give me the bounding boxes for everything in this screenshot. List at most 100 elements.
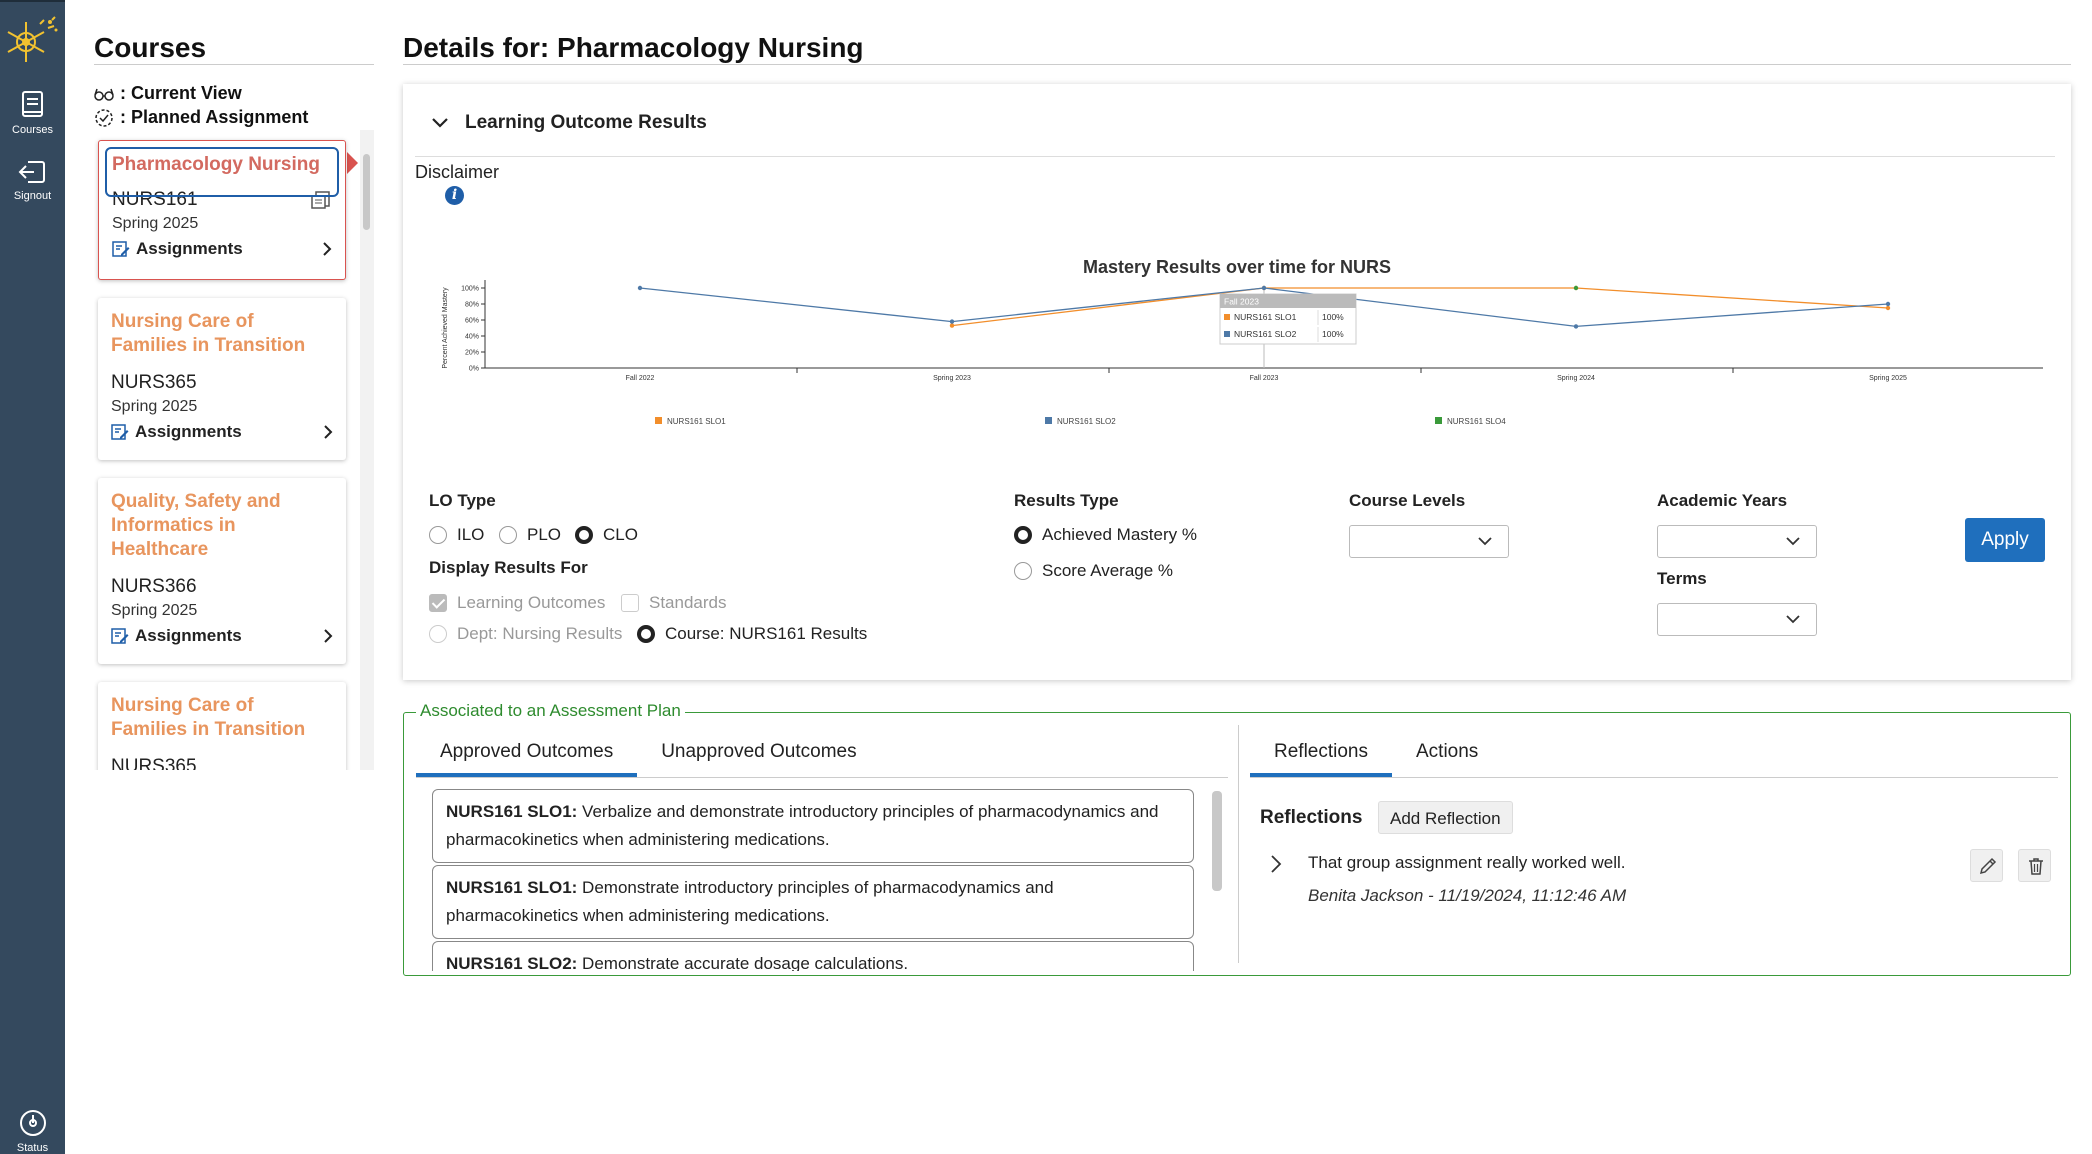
course-results-label: Course: NURS161 Results xyxy=(665,624,868,643)
chevron-right-icon[interactable] xyxy=(1270,853,1282,875)
assignments-link[interactable]: Assignments xyxy=(112,239,332,259)
learning-outcome-results-card: Learning Outcome Results Disclaimer i Ma… xyxy=(403,84,2071,680)
rail-status-button[interactable]: Status xyxy=(0,1108,65,1154)
x-tick-label: Spring 2023 xyxy=(933,375,971,382)
outcome-text: Demonstrate accurate dosage calculations… xyxy=(577,954,909,971)
learning-outcome-results-toggle[interactable]: Learning Outcome Results xyxy=(431,112,707,134)
tab-unapproved-outcomes[interactable]: Unapproved Outcomes xyxy=(661,741,857,762)
edit-reflection-button[interactable] xyxy=(1970,849,2003,882)
assessment-plan-legend: Associated to an Assessment Plan xyxy=(416,701,685,721)
achieved-mastery-option[interactable]: Achieved Mastery % xyxy=(1014,525,1197,545)
outcome-code: NURS161 SLO1: xyxy=(446,878,578,897)
radio-achieved-mastery[interactable] xyxy=(1014,526,1032,544)
achieved-mastery-label: Achieved Mastery % xyxy=(1042,525,1197,544)
radio-course-results[interactable] xyxy=(637,625,655,643)
learning-outcomes-label: Learning Outcomes xyxy=(457,593,606,612)
add-reflection-button[interactable]: Add Reflection xyxy=(1378,801,1513,834)
course-term: Spring 2025 xyxy=(111,602,198,619)
y-tick-label: 80% xyxy=(465,302,479,309)
legend-swatch xyxy=(1435,417,1442,424)
outcome-text: Verbalize and demonstrate introductory p… xyxy=(446,802,1159,849)
course-levels-label: Course Levels xyxy=(1349,491,1466,510)
status-icon xyxy=(19,1110,46,1136)
outcome-item[interactable]: NURS161 SLO1: Verbalize and demonstrate … xyxy=(432,789,1194,863)
radio-ilo[interactable] xyxy=(429,526,447,544)
terms-label: Terms xyxy=(1657,569,1707,588)
legend-current-view: : Current View xyxy=(94,83,242,104)
outcome-text: Demonstrate introductory principles of p… xyxy=(446,878,1054,925)
course-card[interactable]: Pharmacology Nursing NURS161 Spring 2025… xyxy=(98,140,346,280)
radio-clo[interactable] xyxy=(575,526,593,544)
outcome-item[interactable]: NURS161 SLO2: Demonstrate accurate dosag… xyxy=(432,941,1194,971)
radio-dept-results[interactable] xyxy=(429,625,447,643)
course-name[interactable]: Quality, Safety and Informatics in Healt… xyxy=(111,491,281,560)
x-tick-label: Fall 2022 xyxy=(626,375,655,382)
legend-label: NURS161 SLO2 xyxy=(1057,417,1116,426)
course-name[interactable]: Nursing Care of Families in Transition xyxy=(111,311,306,356)
data-point xyxy=(1885,301,1891,307)
course-levels-select[interactable] xyxy=(1349,525,1509,558)
delete-reflection-button[interactable] xyxy=(2018,849,2051,882)
tab-actions[interactable]: Actions xyxy=(1416,741,1479,762)
panel-divider xyxy=(1238,725,1239,963)
x-tick-label: Spring 2025 xyxy=(1869,375,1907,382)
course-list-scroll-thumb[interactable] xyxy=(363,154,370,230)
course-card[interactable]: Nursing Care of Families in Transition N… xyxy=(98,682,346,770)
standards-checkbox[interactable] xyxy=(621,594,639,612)
course-name[interactable]: Pharmacology Nursing xyxy=(112,154,320,175)
data-point xyxy=(1573,324,1579,329)
chevron-down-icon xyxy=(1786,615,1800,624)
courses-divider xyxy=(94,64,374,65)
lo-type-ilo-option[interactable]: ILO xyxy=(429,525,484,545)
tooltip-value: 100% xyxy=(1322,312,1344,322)
radio-plo[interactable] xyxy=(499,526,517,544)
learning-outcomes-option[interactable]: Learning Outcomes xyxy=(429,593,605,613)
tab-reflections[interactable]: Reflections xyxy=(1250,733,1392,777)
outcome-item[interactable]: NURS161 SLO1: Demonstrate introductory p… xyxy=(432,865,1194,939)
course-list-scrollbar[interactable] xyxy=(360,130,374,770)
y-tick-label: 100% xyxy=(461,286,479,293)
score-average-option[interactable]: Score Average % xyxy=(1014,561,1173,581)
rail-signout-button[interactable]: Signout xyxy=(0,158,65,202)
assignments-link[interactable]: Assignments xyxy=(111,422,333,442)
outcomes-list: NURS161 SLO1: Verbalize and demonstrate … xyxy=(416,781,1228,971)
app-logo-icon[interactable] xyxy=(2,12,62,68)
course-results-option[interactable]: Course: NURS161 Results xyxy=(637,624,867,644)
course-code: NURS365 xyxy=(111,372,197,393)
reflections-heading: Reflections xyxy=(1260,807,1363,828)
assignments-label: Assignments xyxy=(135,626,242,645)
course-name[interactable]: Nursing Care of Families in Transition xyxy=(111,695,306,740)
radio-score-average[interactable] xyxy=(1014,562,1032,580)
course-code-row: NURS161 xyxy=(112,189,332,211)
course-card[interactable]: Quality, Safety and Informatics in Healt… xyxy=(98,478,346,664)
book-icon xyxy=(21,91,43,117)
academic-years-select[interactable] xyxy=(1657,525,1817,558)
display-results-label: Display Results For xyxy=(429,558,588,577)
lo-type-plo-option[interactable]: PLO xyxy=(499,525,561,545)
y-tick-label: 60% xyxy=(465,318,479,325)
tab-approved-outcomes[interactable]: Approved Outcomes xyxy=(416,733,638,777)
learning-outcomes-checkbox[interactable] xyxy=(429,594,447,612)
assignments-label: Assignments xyxy=(135,422,242,441)
assignments-link[interactable]: Assignments xyxy=(111,626,333,646)
reflection-tabs: Reflections Actions xyxy=(1250,733,1502,777)
lo-type-clo-option[interactable]: CLO xyxy=(575,525,638,545)
chart-title: Mastery Results over time for NURS xyxy=(1083,257,1391,277)
terms-select[interactable] xyxy=(1657,603,1817,636)
legend-label: NURS161 SLO1 xyxy=(667,417,726,426)
rail-courses-label: Courses xyxy=(12,124,53,136)
course-card[interactable]: Nursing Care of Families in Transition N… xyxy=(98,298,346,460)
tooltip-header xyxy=(1220,294,1356,308)
course-list: Pharmacology Nursing NURS161 Spring 2025… xyxy=(94,130,376,770)
info-icon[interactable]: i xyxy=(445,186,464,205)
standards-option[interactable]: Standards xyxy=(621,593,727,613)
apply-button[interactable]: Apply xyxy=(1965,518,2045,562)
assessment-plan-panel: Associated to an Assessment Plan Approve… xyxy=(403,701,2071,976)
lo-type-ilo-label: ILO xyxy=(457,525,485,544)
y-tick-label: 0% xyxy=(469,366,479,373)
outcomes-scroll-thumb[interactable] xyxy=(1212,791,1222,891)
section-title: Learning Outcome Results xyxy=(465,112,707,133)
rail-courses-button[interactable]: Courses xyxy=(0,90,65,136)
disclaimer-label: Disclaimer xyxy=(415,162,500,182)
dept-results-option[interactable]: Dept: Nursing Results xyxy=(429,624,622,644)
